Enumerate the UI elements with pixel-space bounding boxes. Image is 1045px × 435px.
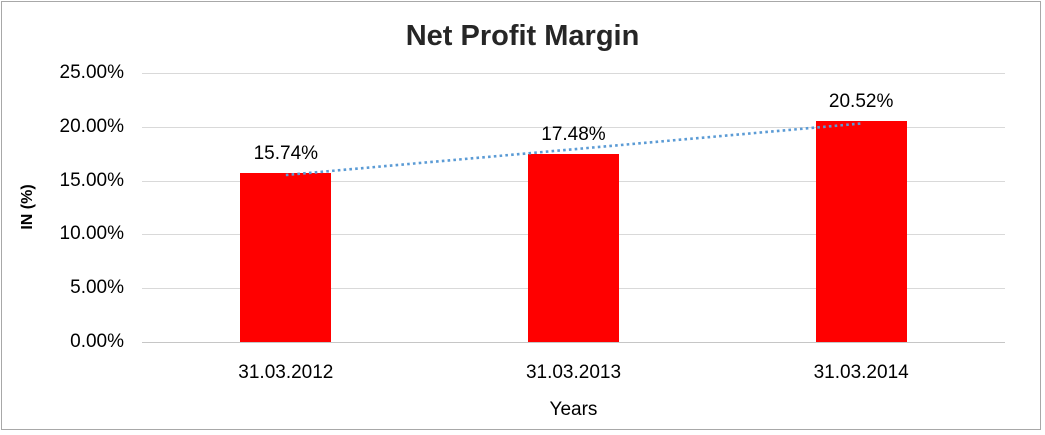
bar: [815, 121, 907, 342]
trendline: [285, 122, 862, 177]
bar: [528, 153, 619, 342]
y-axis-tick-label: 0.00%: [70, 331, 124, 352]
gridline: [142, 73, 1005, 74]
trendline-segment: [285, 122, 862, 177]
y-axis-tick-label: 20.00%: [59, 115, 124, 137]
x-axis-title: Years: [549, 399, 598, 420]
y-axis-tick-label: 25.00%: [59, 62, 124, 83]
y-axis-tick-label: 10.00%: [59, 223, 124, 245]
y-axis-tick-label: 15.00%: [59, 169, 124, 191]
bar: [240, 172, 332, 342]
plot-area: 15.74% 17.48% 20.52%: [142, 73, 1005, 343]
bar-data-label: 15.74%: [253, 142, 319, 164]
gridline: [142, 126, 1005, 128]
bar-data-label: 20.52%: [828, 91, 894, 113]
x-axis-line: [142, 342, 1005, 343]
chart-title: Net Profit Margin: [405, 20, 640, 52]
x-axis-tick-label: 31.03.2013: [525, 362, 622, 383]
y-axis-tick-label: 5.00%: [70, 277, 124, 299]
x-axis-tick-labels: 31.03.2012 31.03.2013 31.03.2014: [142, 362, 1005, 384]
x-axis-tick-label: 31.03.2014: [813, 362, 909, 383]
bar-data-label: 17.48%: [541, 123, 606, 145]
x-axis-tick-label: 31.03.2012: [238, 362, 334, 383]
